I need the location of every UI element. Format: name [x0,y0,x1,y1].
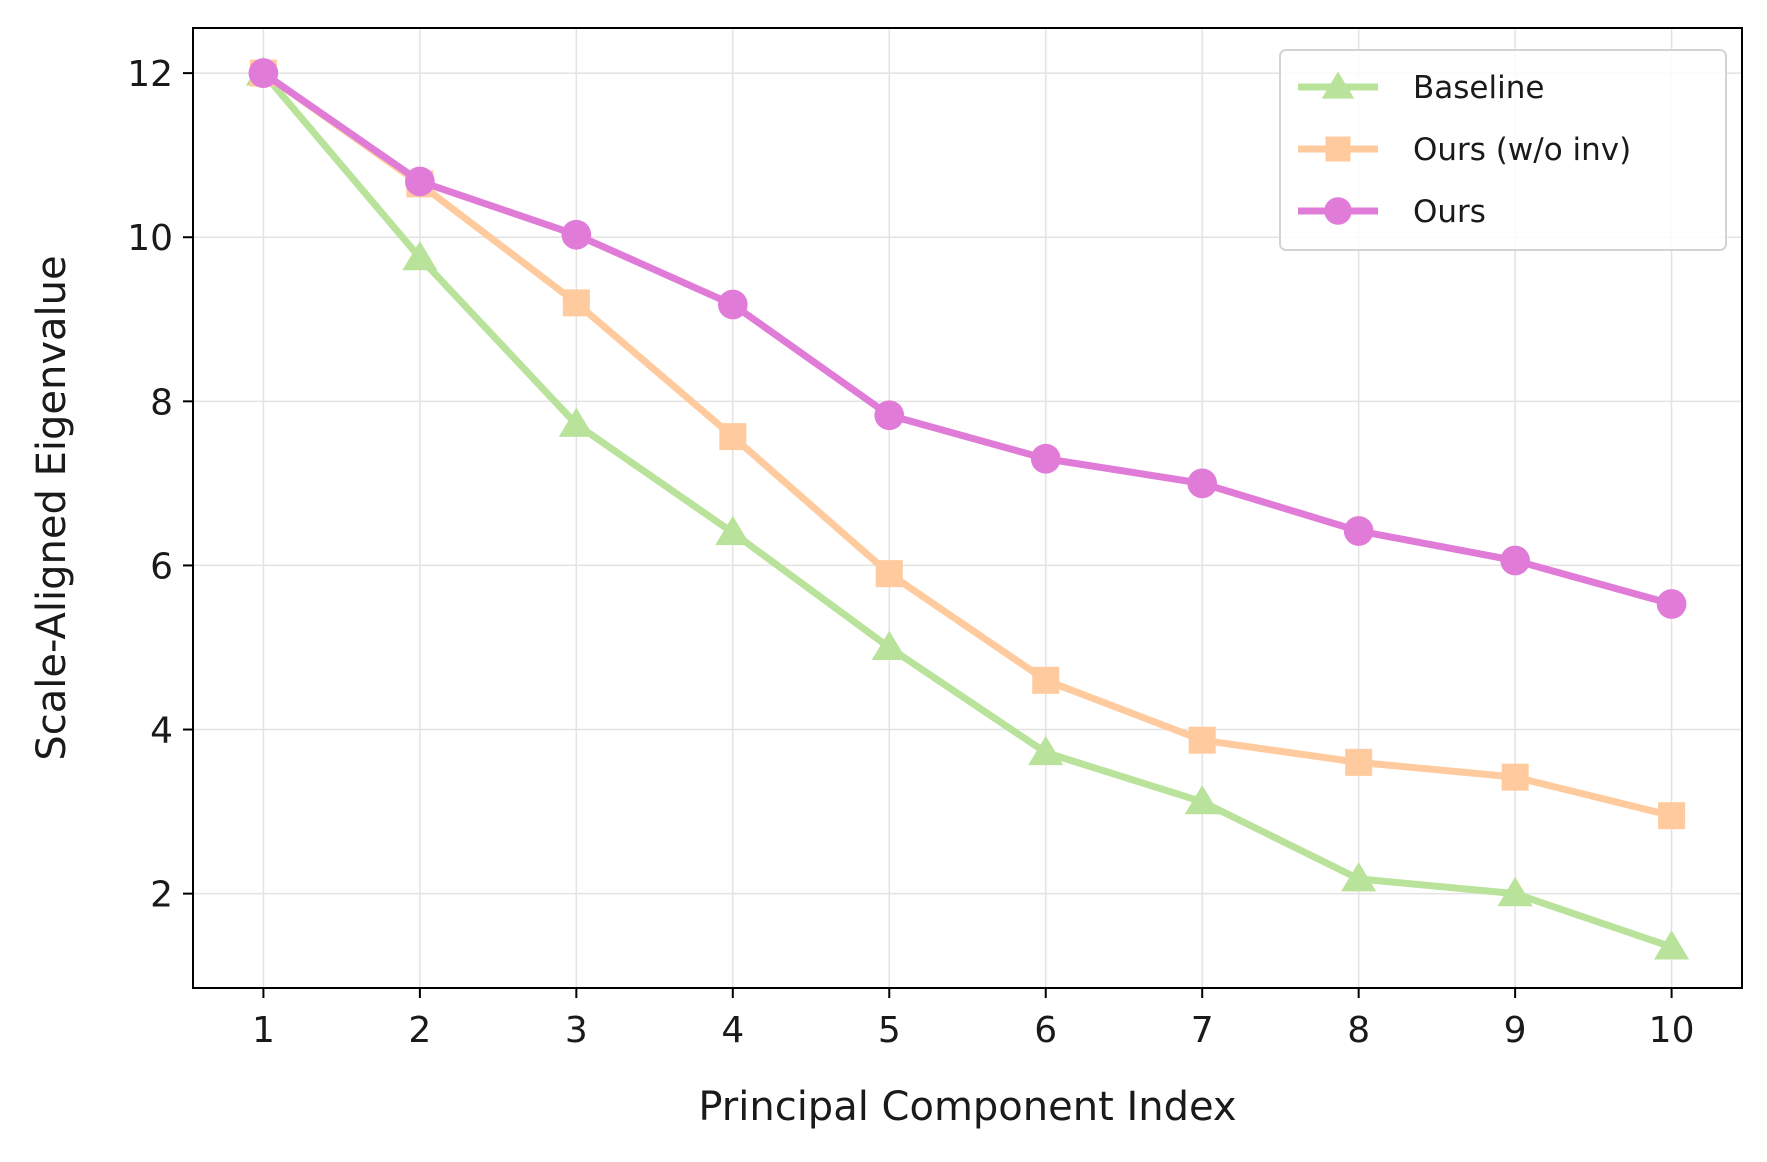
legend-label: Baseline [1413,70,1544,106]
legend-box [1279,49,1727,251]
legend: Baseline Ours (w/o inv) Ours [1279,49,1727,251]
data-point-baseline [871,630,907,661]
x-tick-label: 3 [565,1010,588,1051]
data-point-ours [561,219,592,250]
data-point-baseline [1341,862,1377,892]
y-axis-label: Scale-Aligned Eigenvalue [29,255,75,760]
x-tick-label: 9 [1504,1010,1527,1051]
x-tick-label: 4 [721,1010,744,1051]
data-point-ours [1187,468,1218,499]
data-point-ours [717,289,748,320]
data-point-baseline [1654,930,1690,960]
series-line-baseline [259,69,1676,951]
legend-item-ours-w-o-inv: Ours (w/o inv) [1298,132,1631,168]
data-point-ours-w-o-inv [1032,666,1060,694]
data-point-ours [1343,516,1374,546]
data-point-ours [1500,545,1530,576]
legend-marker-ours-w-o-inv [1325,136,1351,162]
data-point-ours [1030,443,1061,474]
data-point-baseline [558,407,594,437]
data-point-ours-w-o-inv [1658,802,1686,830]
series-layer [245,56,1690,960]
series-ours [248,58,1687,619]
data-point-ours-w-o-inv [562,289,590,317]
series-line-ours-w-o-inv [259,69,1676,820]
legend-item-ours: Ours [1298,194,1486,230]
data-point-ours [1656,589,1687,619]
data-point-ours-w-o-inv [1188,726,1216,754]
x-axis-label: Principal Component Index [698,1084,1236,1130]
legend-label: Ours (w/o inv) [1413,132,1631,168]
data-point-baseline [1028,735,1064,766]
data-point-ours [405,166,435,197]
legend-marker-ours [1324,197,1352,225]
y-tick-label: 4 [150,711,173,752]
data-point-ours-w-o-inv [1345,748,1373,776]
x-tick-label: 5 [878,1010,901,1051]
x-tick-label: 7 [1191,1010,1214,1051]
data-point-ours-w-o-inv [719,423,747,451]
x-tick-label: 10 [1649,1010,1695,1051]
data-point-ours [874,400,905,431]
data-point-baseline [715,515,751,546]
x-tick-label: 2 [408,1010,431,1051]
plot-frame [192,27,1743,989]
data-point-baseline [1497,876,1533,907]
x-tick-label: 1 [252,1010,275,1051]
y-tick-label: 12 [127,54,173,95]
data-point-ours-w-o-inv [1501,763,1529,791]
data-point-ours [248,58,279,88]
y-tick-label: 10 [127,218,173,259]
y-tick-label: 8 [150,382,173,423]
legend-label: Ours [1413,194,1486,230]
y-tick-label: 2 [150,875,173,916]
y-tick-label: 6 [150,546,173,587]
series-ours-w-o-inv [249,59,1686,830]
legend-item-baseline: Baseline [1298,70,1544,106]
data-point-baseline [1184,785,1220,815]
data-point-ours-w-o-inv [875,560,903,588]
x-tick-label: 8 [1347,1010,1370,1051]
data-point-baseline [402,241,438,271]
series-line-ours [259,69,1676,608]
legend-marker-baseline [1321,71,1355,99]
x-tick-label: 6 [1034,1010,1057,1051]
